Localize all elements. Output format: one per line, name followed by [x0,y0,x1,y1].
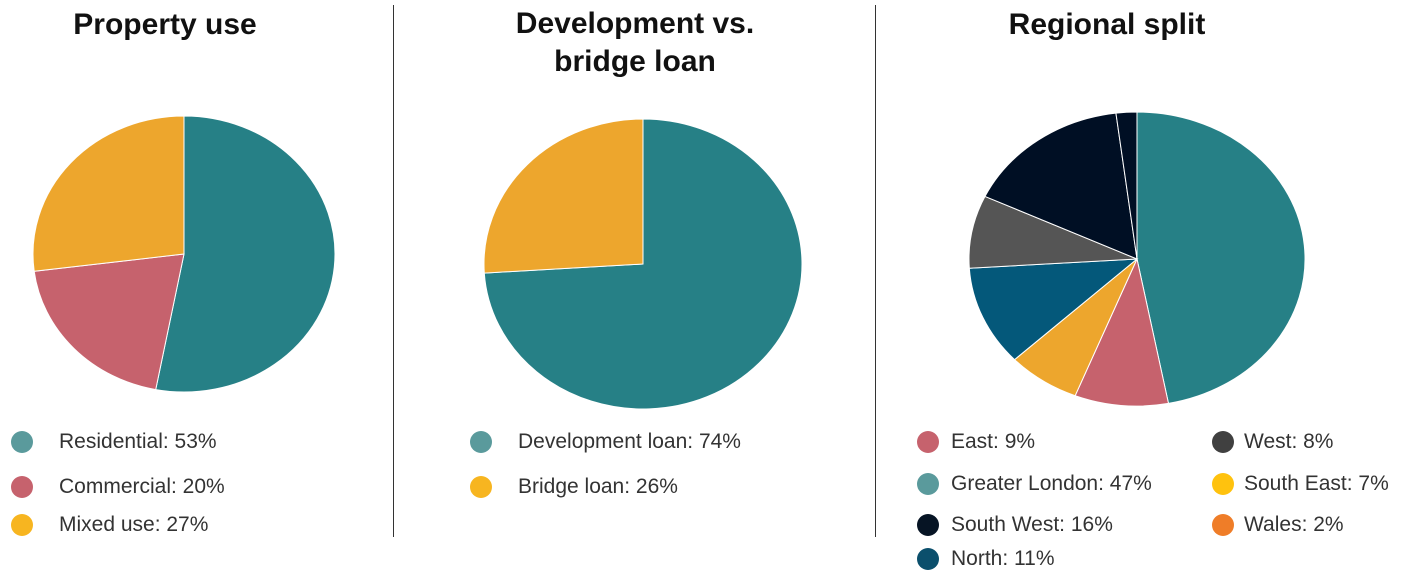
pie-slice-greater-london [1136,111,1306,404]
legend-item-development-loan: Development loan: 74% [470,427,741,457]
legend-item-greater-london: Greater London: 47% [917,469,1152,499]
property-use-pie [32,115,336,393]
legend-swatch-south-west [917,514,939,536]
legend-label-residential: Residential: 53% [59,430,217,453]
property-use-title: Property use [73,8,257,41]
legend-item-commercial: Commercial: 20% [11,472,225,502]
panel-divider-left [393,5,394,537]
pie-slice-commercial [33,253,185,391]
legend-label-development-loan: Development loan: 74% [518,430,741,453]
legend-swatch-west [1212,431,1234,453]
legend-item-south-east: South East: 7% [1212,469,1389,499]
legend-swatch-greater-london [917,473,939,495]
property-use-panel: Property use Residential: 53% Commercial… [0,0,393,574]
legend-label-mixed-use: Mixed use: 27% [59,513,209,536]
legend-swatch-south-east [1212,473,1234,495]
legend-swatch-wales [1212,514,1234,536]
legend-label-north: North: 11% [951,547,1055,570]
legend-swatch-bridge-loan [470,476,492,498]
legend-label-east: East: 9% [951,430,1036,453]
pie-slice-south-west [984,112,1138,260]
legend-item-north: North: 11% [917,544,1055,574]
legend-item-wales: Wales: 2% [1212,510,1344,540]
title-line-1: Development vs. [515,7,755,40]
pie-slice-east [1074,257,1170,407]
legend-swatch-north [917,548,939,570]
legend-item-bridge-loan: Bridge loan: 26% [470,472,678,502]
legend-label-west: West: 8% [1244,430,1334,453]
legend-swatch-mixed-use [11,514,33,536]
regional-split-title: Regional split [1008,8,1206,41]
legend-item-south-west: South West: 16% [917,510,1113,540]
legend-swatch-residential [11,431,33,453]
title-line-2: bridge loan [554,45,716,78]
development-vs-bridge-title: Development vs. bridge loan [395,5,875,81]
pie-slice-mixed-use [32,115,185,272]
pie-slice-residential [155,115,336,393]
panel-divider-right [875,5,876,537]
legend-item-east: East: 9% [917,427,1035,457]
development-vs-bridge-pie [483,118,803,410]
legend-label-south-east: South East: 7% [1244,472,1389,495]
legend-item-west: West: 8% [1212,427,1333,457]
legend-label-bridge-loan: Bridge loan: 26% [518,475,678,498]
legend-label-south-west: South West: 16% [951,513,1113,536]
legend-label-wales: Wales: 2% [1244,513,1344,536]
development-vs-bridge-panel: Development vs. bridge loan Development … [395,0,875,574]
regional-split-pie [968,111,1306,407]
legend-item-mixed-use: Mixed use: 27% [11,510,208,540]
regional-split-panel: Regional split East: 9% Greater London: … [877,0,1419,574]
legend-label-greater-london: Greater London: 47% [951,472,1152,495]
legend-swatch-commercial [11,476,33,498]
pie-slice-bridge-loan [483,118,644,274]
legend-item-residential: Residential: 53% [11,427,217,457]
pie-slice-north [968,258,1139,361]
legend-swatch-east [917,431,939,453]
legend-swatch-development-loan [470,431,492,453]
pie-slice-wales [1115,111,1138,260]
legend-label-commercial: Commercial: 20% [59,475,225,498]
